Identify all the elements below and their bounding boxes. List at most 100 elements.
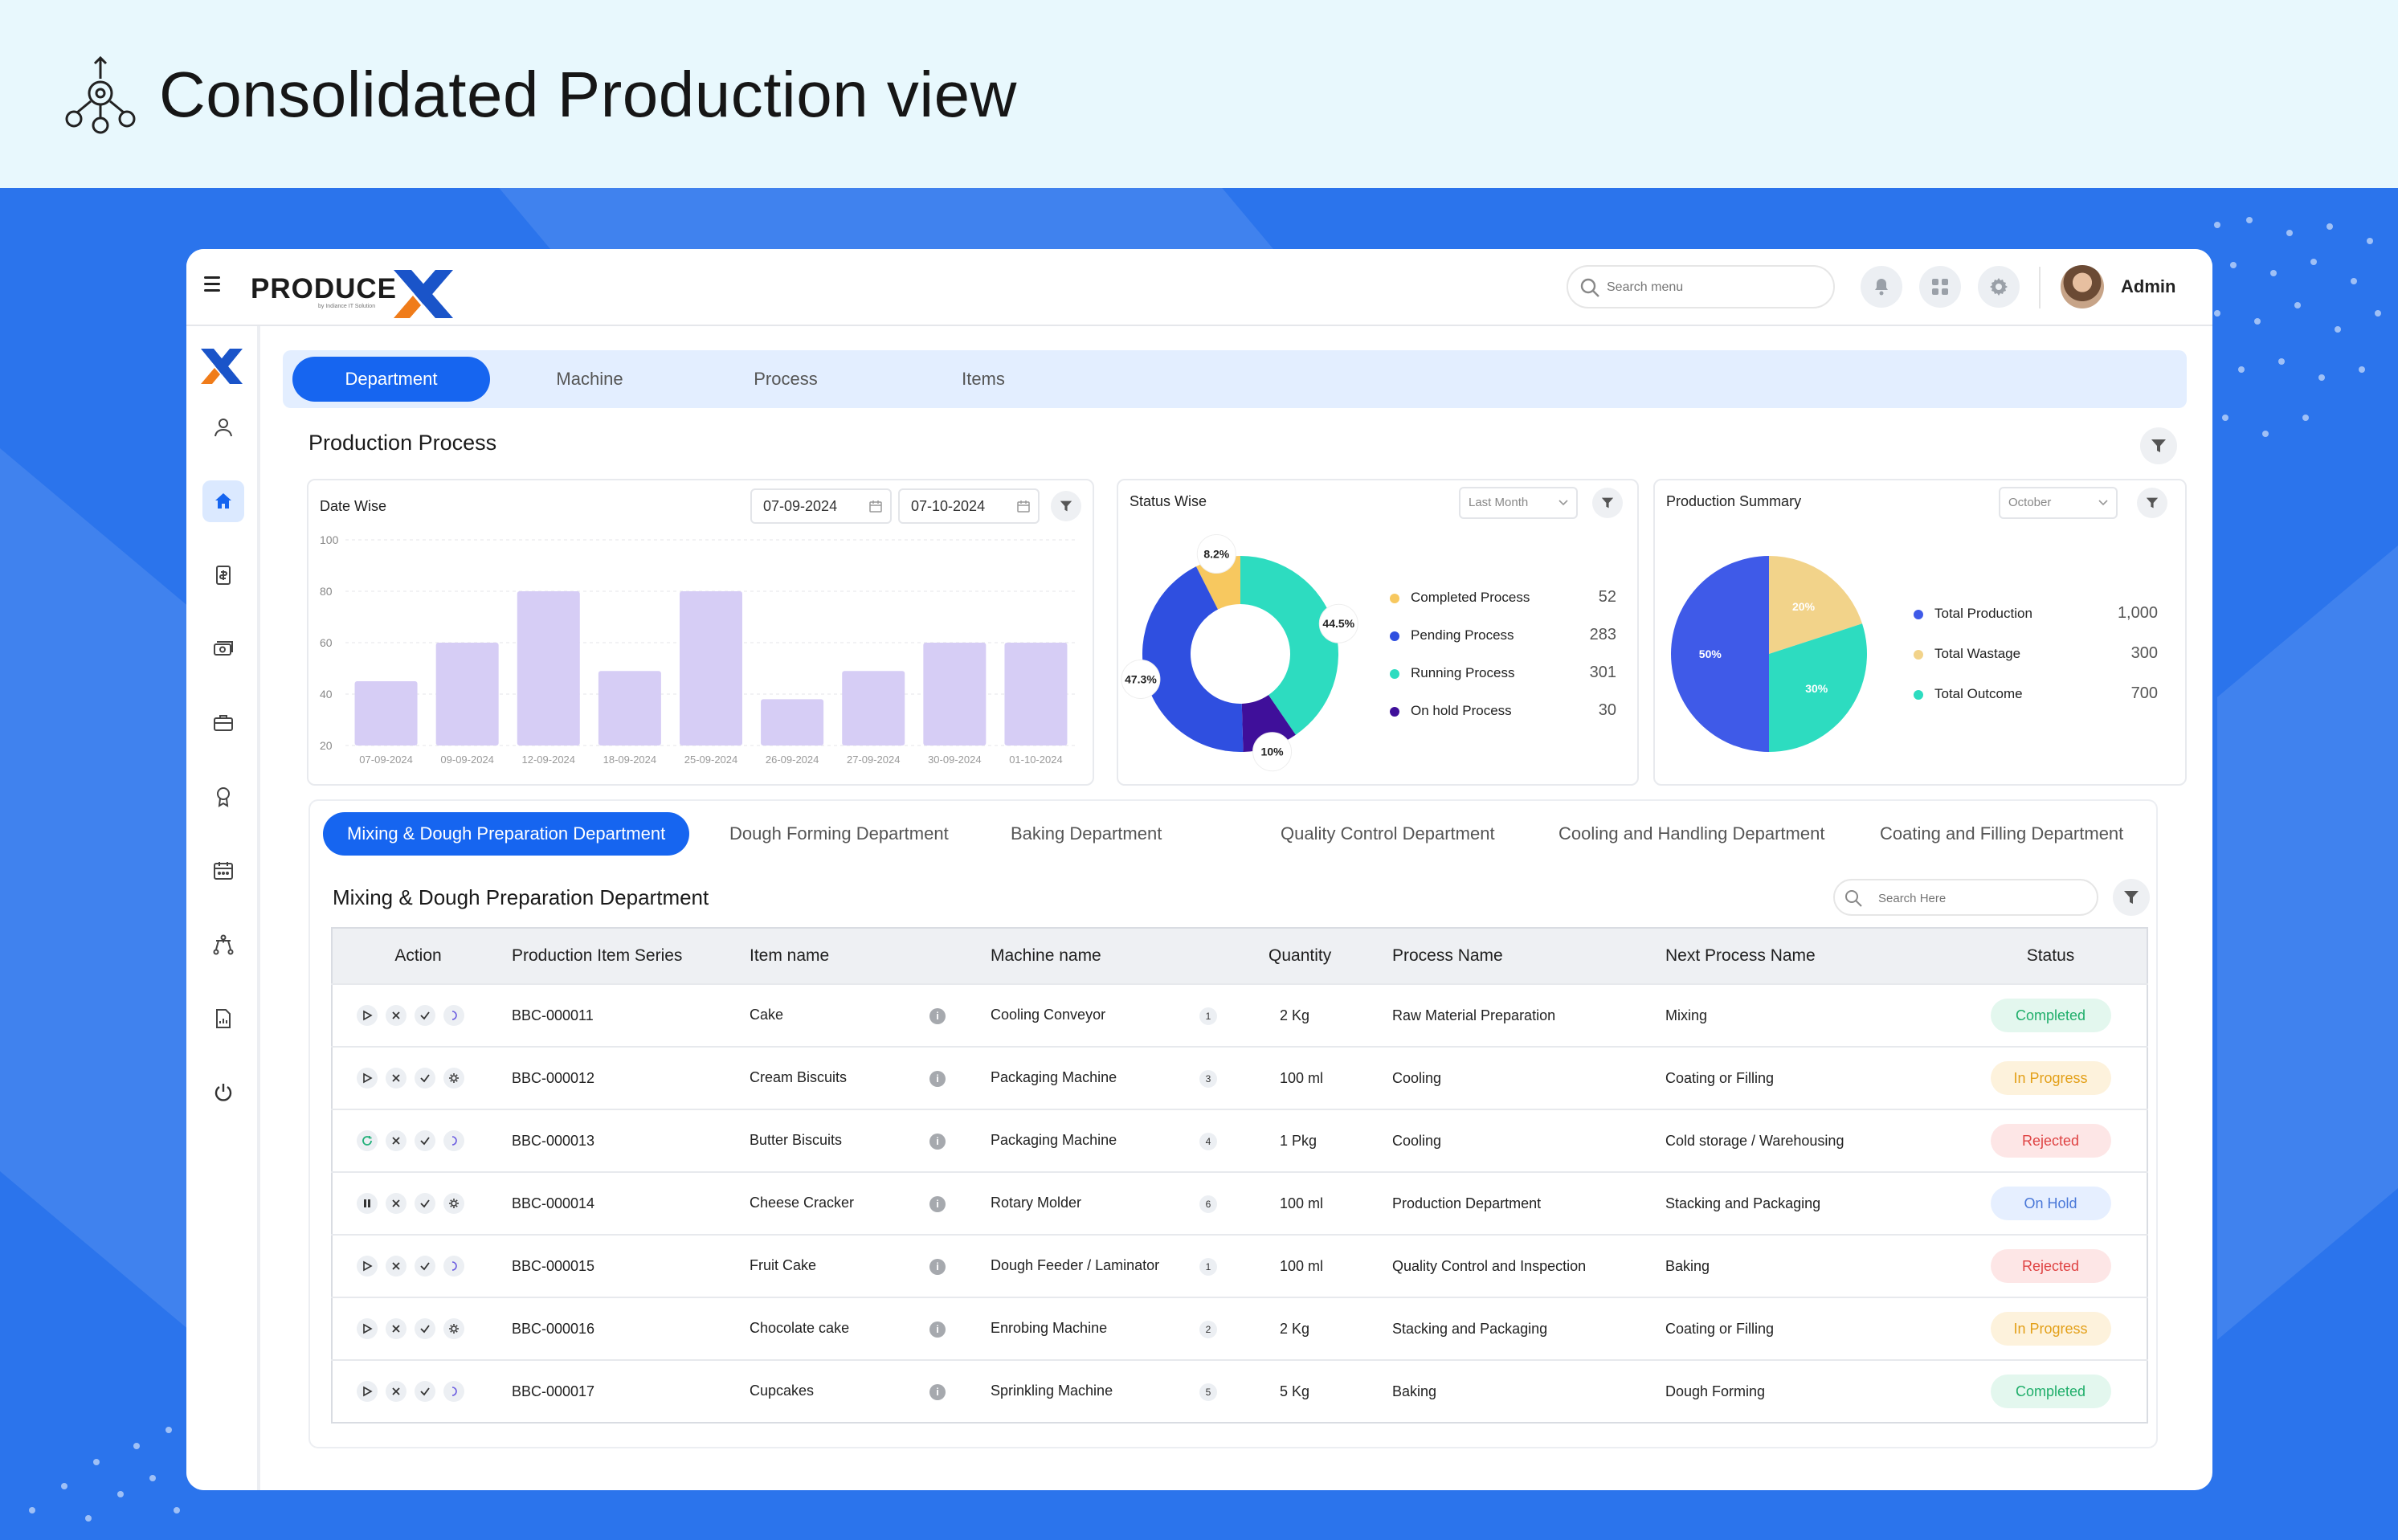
production-summary-filter-button[interactable]: [2137, 488, 2167, 518]
play-button[interactable]: [357, 1256, 378, 1277]
department-search-box[interactable]: [1833, 879, 2098, 916]
approve-button[interactable]: [415, 1256, 435, 1277]
sidebar-item-profile[interactable]: [202, 406, 244, 448]
bar[interactable]: [1004, 643, 1068, 745]
to-date-field[interactable]: 07-10-2024: [898, 488, 1040, 524]
status-badge[interactable]: In Progress: [1990, 1061, 2111, 1095]
dept-tab-mixing[interactable]: Mixing & Dough Preparation Department: [323, 812, 690, 856]
approve-button[interactable]: [415, 1068, 435, 1089]
donut-slice[interactable]: [1240, 556, 1338, 735]
bar[interactable]: [680, 591, 742, 745]
department-search-input[interactable]: [1878, 888, 2087, 908]
tab-department[interactable]: Department: [292, 357, 490, 402]
table-row[interactable]: BBC-000012 Cream Biscuits i Packaging Machi…: [332, 1046, 2147, 1109]
dept-tab-cooling-handling[interactable]: Cooling and Handling Department: [1558, 823, 1825, 844]
play-button[interactable]: [357, 1318, 378, 1339]
column-header-action[interactable]: Action: [332, 928, 504, 984]
reject-button[interactable]: [386, 1381, 406, 1402]
table-row[interactable]: BBC-000015 Fruit Cake i Dough Feeder / Lami…: [332, 1234, 2147, 1297]
search-menu-box[interactable]: [1567, 265, 1835, 308]
sidebar-item-jobs[interactable]: [202, 702, 244, 744]
approve-button[interactable]: [415, 1318, 435, 1339]
search-menu-input[interactable]: [1607, 276, 1816, 299]
dept-tab-dough-forming[interactable]: Dough Forming Department: [729, 823, 949, 844]
apps-button[interactable]: [1919, 266, 1961, 308]
column-header-machine-name[interactable]: Machine name: [982, 928, 1260, 984]
donut-slice[interactable]: [1142, 566, 1244, 752]
department-filter-button[interactable]: [2113, 879, 2150, 916]
bar[interactable]: [923, 643, 987, 745]
dept-tab-baking[interactable]: Baking Department: [1011, 823, 1162, 844]
status-badge[interactable]: On Hold: [1990, 1187, 2111, 1220]
sidebar-item-calendar[interactable]: [202, 850, 244, 892]
sidebar-item-finance[interactable]: [202, 628, 244, 670]
reject-button[interactable]: [386, 1005, 406, 1026]
gear-button[interactable]: [443, 1068, 464, 1089]
table-row[interactable]: BBC-000013 Butter Biscuits i Packaging Mach…: [332, 1109, 2147, 1172]
gear-button[interactable]: [443, 1318, 464, 1339]
info-icon[interactable]: i: [929, 1196, 946, 1212]
dept-tab-coating-filling[interactable]: Coating and Filling Department: [1880, 823, 2124, 844]
sidebar-item-reports[interactable]: [202, 998, 244, 1040]
status-wise-filter-button[interactable]: [1592, 488, 1623, 518]
pie-slice[interactable]: [1769, 623, 1867, 752]
tab-items[interactable]: Items: [962, 369, 1005, 389]
bar[interactable]: [435, 643, 499, 745]
column-header-item-name[interactable]: Item name: [741, 928, 982, 984]
column-header-series[interactable]: Production Item Series: [504, 928, 741, 984]
reject-button[interactable]: [386, 1193, 406, 1214]
status-badge[interactable]: Completed: [1990, 1375, 2111, 1408]
sidebar-logo-x[interactable]: [199, 347, 244, 386]
info-icon[interactable]: i: [929, 1008, 946, 1024]
pie-slice[interactable]: [1671, 556, 1769, 752]
approve-button[interactable]: [415, 1381, 435, 1402]
column-header-status[interactable]: Status: [1955, 928, 2147, 984]
bar[interactable]: [354, 681, 418, 745]
table-row[interactable]: BBC-000011 Cake i Cooling Conveyor 1 2 Kg Raw …: [332, 983, 2147, 1047]
approve-button[interactable]: [415, 1005, 435, 1026]
column-header-quantity[interactable]: Quantity: [1260, 928, 1384, 984]
sidebar-item-awards[interactable]: [202, 776, 244, 818]
refresh-button[interactable]: [357, 1130, 378, 1151]
table-row[interactable]: BBC-000017 Cupcakes i Sprinkling Machine 5 5 …: [332, 1359, 2147, 1423]
info-icon[interactable]: i: [929, 1071, 946, 1087]
play-button[interactable]: [357, 1381, 378, 1402]
play-button[interactable]: [357, 1005, 378, 1026]
hamburger-menu-icon[interactable]: [204, 276, 220, 292]
sidebar-item-logout[interactable]: [202, 1072, 244, 1113]
from-date-field[interactable]: 07-09-2024: [750, 488, 892, 524]
notifications-button[interactable]: [1861, 266, 1902, 308]
pause-button[interactable]: [357, 1193, 378, 1214]
tab-process[interactable]: Process: [754, 369, 818, 389]
info-icon[interactable]: i: [929, 1321, 946, 1338]
bar[interactable]: [842, 671, 905, 745]
reject-button[interactable]: [386, 1256, 406, 1277]
moon-button[interactable]: [443, 1256, 464, 1277]
sidebar-item-workflow[interactable]: [202, 924, 244, 966]
moon-button[interactable]: [443, 1381, 464, 1402]
dept-tab-quality-control[interactable]: Quality Control Department: [1281, 823, 1495, 844]
approve-button[interactable]: [415, 1130, 435, 1151]
play-button[interactable]: [357, 1068, 378, 1089]
reject-button[interactable]: [386, 1068, 406, 1089]
bar[interactable]: [761, 699, 824, 745]
pie-slice[interactable]: [1769, 556, 1863, 654]
sidebar-item-home[interactable]: [202, 480, 244, 522]
reject-button[interactable]: [386, 1130, 406, 1151]
status-period-select[interactable]: Last Month: [1459, 487, 1578, 519]
info-icon[interactable]: i: [929, 1259, 946, 1275]
column-header-next-process[interactable]: Next Process Name: [1657, 928, 1955, 984]
tab-machine[interactable]: Machine: [556, 369, 623, 389]
bar[interactable]: [517, 591, 580, 745]
summary-period-select[interactable]: October: [1999, 487, 2118, 519]
status-badge[interactable]: Completed: [1990, 999, 2111, 1032]
info-icon[interactable]: i: [929, 1134, 946, 1150]
table-row[interactable]: BBC-000014 Cheese Cracker i Rotary Molder 6 1…: [332, 1171, 2147, 1235]
moon-button[interactable]: [443, 1130, 464, 1151]
user-avatar[interactable]: [2061, 265, 2104, 308]
production-process-filter-button[interactable]: [2140, 427, 2177, 464]
user-name[interactable]: Admin: [2121, 276, 2176, 296]
moon-button[interactable]: [443, 1005, 464, 1026]
gear-button[interactable]: [443, 1193, 464, 1214]
reject-button[interactable]: [386, 1318, 406, 1339]
